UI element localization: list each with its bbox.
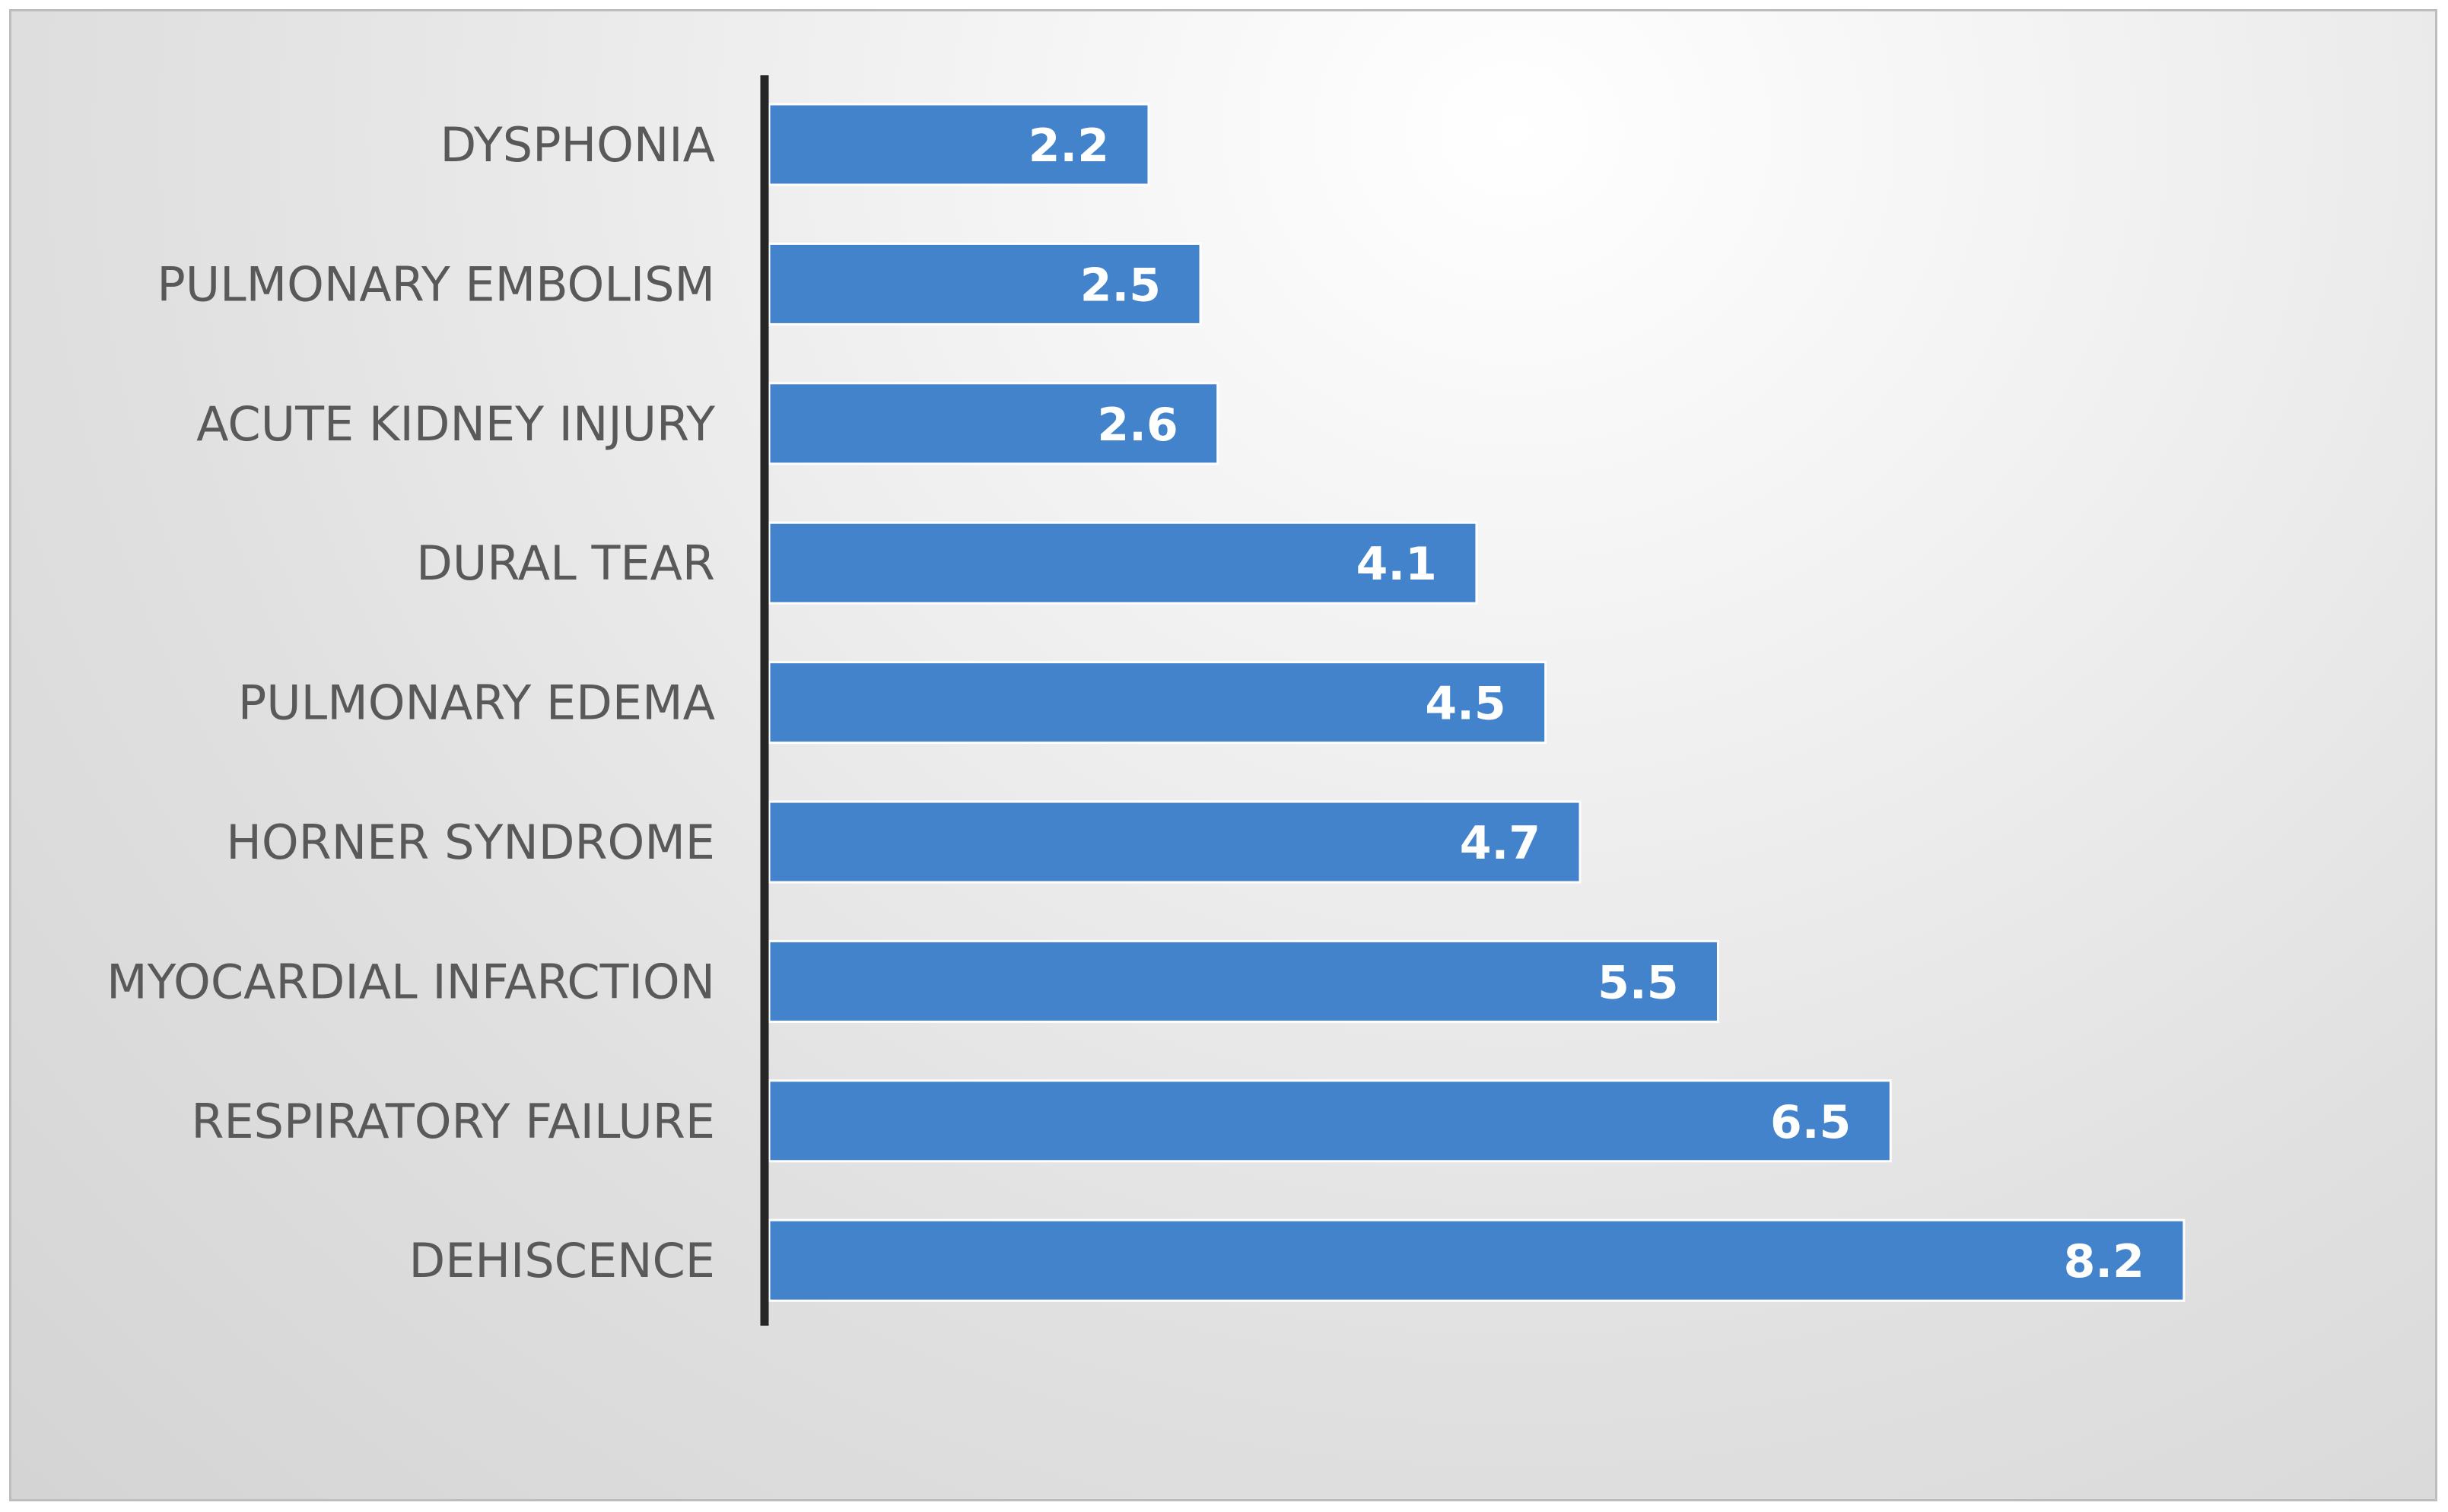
category-label-3: DURAL TEAR [416, 535, 715, 591]
data-label-5: 4.7 [1460, 817, 1540, 870]
data-label-7: 6.5 [1770, 1096, 1851, 1149]
category-label-6: MYOCARDIAL INFARCTION [107, 954, 715, 1009]
category-label-5: HORNER SYNDROME [226, 815, 715, 870]
bar-4 [768, 661, 1547, 745]
bar-8 [768, 1218, 2186, 1302]
data-label-0: 2.2 [1028, 119, 1109, 173]
bar-1 [768, 242, 1202, 326]
bar-6 [768, 939, 1719, 1023]
bar-7 [768, 1079, 1892, 1163]
data-label-1: 2.5 [1080, 259, 1161, 312]
data-label-6: 5.5 [1598, 956, 1678, 1009]
data-label-4: 4.5 [1425, 678, 1505, 731]
chart-area: 2.2 2.5 2.6 4.1 4.5 4.7 5.5 6.5 8.2 DYSPHONIA PUL… [9, 9, 2437, 1501]
bar-3 [768, 521, 1478, 605]
category-label-4: PULMONARY EDEMA [238, 675, 715, 731]
category-label-7: RESPIRATORY FAILURE [191, 1094, 715, 1149]
category-labels: DYSPHONIA PULMONARY EMBOLISM ACUTE KIDNEY … [107, 117, 715, 1288]
bar-chart: 2.2 2.5 2.6 4.1 4.5 4.7 5.5 6.5 8.2 DYSPHONIA PUL… [107, 75, 2186, 1326]
data-label-8: 8.2 [2064, 1235, 2144, 1288]
bar-0 [768, 103, 1150, 186]
data-label-3: 4.1 [1356, 538, 1437, 591]
bar-5 [768, 800, 1582, 884]
category-label-2: ACUTE KIDNEY INJURY [196, 396, 715, 452]
data-label-2: 2.6 [1097, 399, 1178, 452]
category-label-0: DYSPHONIA [440, 117, 715, 173]
bars-layer: 2.2 2.5 2.6 4.1 4.5 4.7 5.5 6.5 8.2 [768, 103, 2186, 1302]
bar-2 [768, 382, 1219, 465]
category-label-8: DEHISCENCE [409, 1233, 716, 1288]
category-label-1: PULMONARY EMBOLISM [157, 256, 715, 312]
